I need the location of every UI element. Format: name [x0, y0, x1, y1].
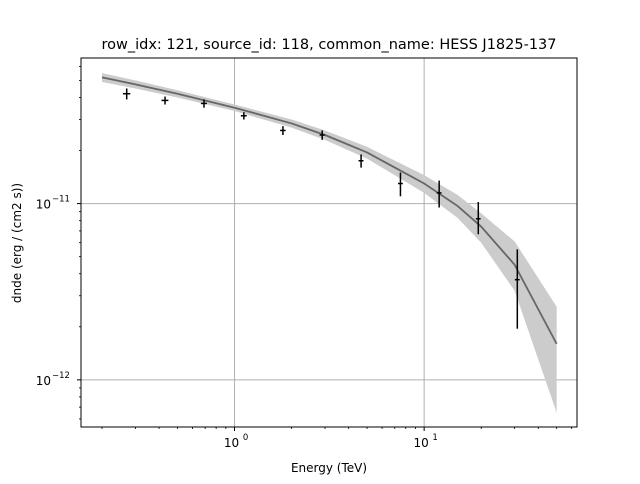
grid-lines — [81, 58, 577, 427]
flux-point — [475, 202, 481, 235]
chart-title: row_idx: 121, source_id: 118, common_nam… — [101, 37, 556, 53]
y-tick-label-1: 10 — [36, 198, 51, 212]
flux-point — [200, 99, 207, 108]
flux-point — [161, 96, 169, 105]
x-tick-label-exp-1: 1 — [432, 433, 437, 443]
flux-point — [358, 154, 364, 168]
x-tick-label-exp-0: 0 — [243, 433, 248, 443]
x-tick-label-1: 10 — [413, 436, 428, 450]
y-axis-label: dnde (erg / (cm2 s)) — [10, 183, 24, 303]
flux-points-group — [122, 88, 520, 329]
y-tick-label-exp-1: −11 — [52, 195, 70, 205]
model-curve — [101, 76, 558, 345]
flux-point — [240, 112, 247, 120]
x-tick-label-0: 10 — [224, 436, 239, 450]
flux-point — [122, 88, 131, 100]
flux-point — [397, 172, 403, 197]
model-curve-group — [101, 76, 558, 345]
flux-point — [514, 249, 520, 329]
x-axis-label: Energy (TeV) — [291, 461, 367, 475]
y-tick-label-0: 10 — [36, 374, 51, 388]
flux-point — [319, 130, 325, 140]
model-error-band-group — [101, 73, 557, 413]
model-error-band — [101, 73, 557, 413]
flux-point — [436, 180, 442, 208]
y-tick-label-exp-0: −12 — [52, 371, 70, 381]
flux-point — [280, 126, 286, 136]
